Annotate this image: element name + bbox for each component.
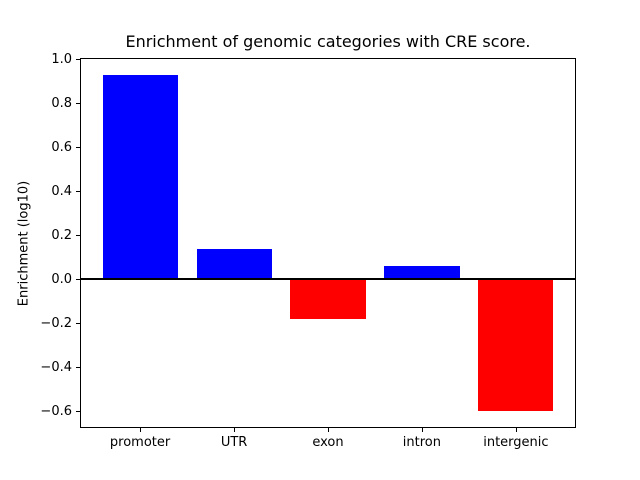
y-tick-mark: [76, 411, 80, 413]
y-tick-label: −0.2: [40, 315, 72, 331]
x-tick-label-intron: intron: [402, 435, 441, 450]
x-tick-label-UTR: UTR: [220, 435, 248, 450]
bar-intergenic: [478, 279, 554, 412]
y-tick-mark: [76, 147, 80, 149]
y-tick-label: −0.6: [40, 403, 72, 419]
y-tick-label: 0.0: [51, 271, 72, 287]
chart-title: Enrichment of genomic categories with CR…: [125, 32, 531, 51]
x-tick-mark: [515, 428, 517, 432]
y-tick-label: 0.8: [51, 95, 72, 111]
y-tick-mark: [76, 367, 80, 369]
x-tick-mark: [328, 428, 329, 432]
x-tick-label-promoter: promoter: [109, 435, 171, 450]
bar-UTR: [196, 248, 272, 280]
y-tick-label: 1.0: [51, 51, 72, 67]
bar-exon: [290, 279, 366, 319]
y-tick-mark: [76, 103, 80, 105]
bar-promoter: [102, 74, 178, 280]
x-tick-mark: [421, 428, 423, 432]
x-tick-mark: [140, 428, 142, 432]
y-tick-mark: [76, 191, 80, 193]
y-tick-mark: [76, 279, 80, 281]
y-axis-label: Enrichment (log10): [16, 180, 32, 307]
bar-intron: [384, 266, 460, 280]
x-tick-mark: [234, 428, 236, 432]
y-tick-mark: [76, 59, 80, 61]
y-tick-label: 0.4: [51, 183, 72, 199]
x-tick-label-intergenic: intergenic: [483, 435, 549, 450]
y-tick-label: 0.6: [51, 139, 72, 155]
y-tick-label: −0.4: [40, 359, 72, 375]
x-tick-label-exon: exon: [312, 435, 344, 450]
y-tick-label: 0.2: [51, 227, 72, 243]
y-tick-mark: [76, 323, 80, 325]
y-tick-mark: [76, 235, 80, 237]
zero-line: [80, 278, 576, 281]
